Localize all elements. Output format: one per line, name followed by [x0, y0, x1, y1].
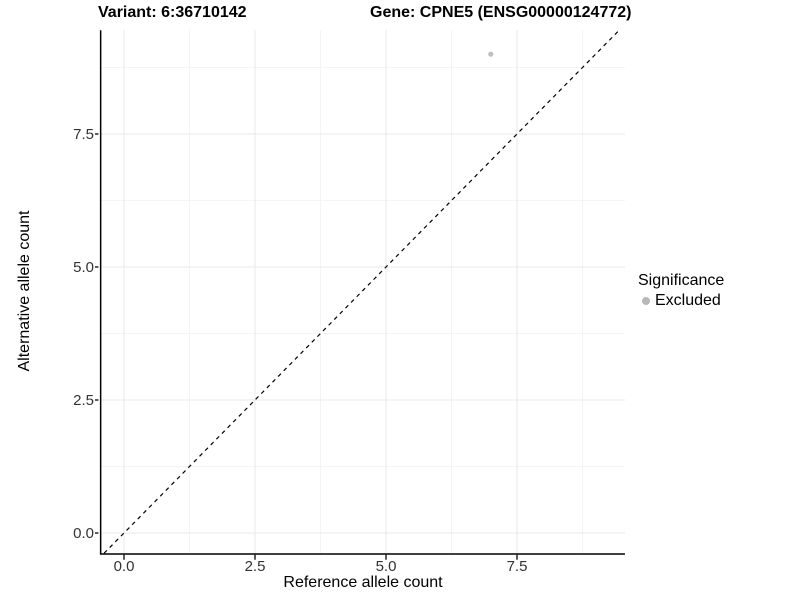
- y-tick-label: 2.5: [73, 392, 94, 409]
- x-tick-label: 2.5: [244, 558, 266, 575]
- y-tick-label: 5.0: [73, 259, 94, 276]
- legend-item-label: Excluded: [655, 292, 721, 309]
- legend: Significance Excluded: [638, 272, 724, 310]
- legend-items: Excluded: [638, 292, 724, 310]
- plot-panel: [95, 30, 625, 560]
- legend-title: Significance: [638, 272, 725, 289]
- data-points: [488, 51, 494, 57]
- x-tick-label: 0.0: [113, 558, 135, 575]
- identity-dashed-line: [103, 30, 620, 554]
- y-tick-label: 7.5: [73, 126, 94, 143]
- y-axis-title: Alternative allele count: [16, 210, 33, 372]
- scatter-point: [488, 51, 494, 57]
- plot-title-variant: Variant: 6:36710142: [98, 4, 247, 21]
- x-tick-label: 7.5: [506, 558, 528, 575]
- tick-marks: [95, 133, 518, 560]
- y-tick-label: 0.0: [73, 525, 94, 542]
- gridlines-major: [99, 30, 625, 554]
- x-axis-title: Reference allele count: [283, 574, 443, 591]
- legend-item: Excluded: [642, 292, 724, 310]
- x-tick-label: 5.0: [375, 558, 397, 575]
- plot-title-gene: Gene: CPNE5 (ENSG00000124772): [370, 4, 632, 21]
- legend-point-icon: [642, 297, 650, 305]
- gridlines-minor: [99, 30, 625, 554]
- axis-lines: [99, 30, 625, 555]
